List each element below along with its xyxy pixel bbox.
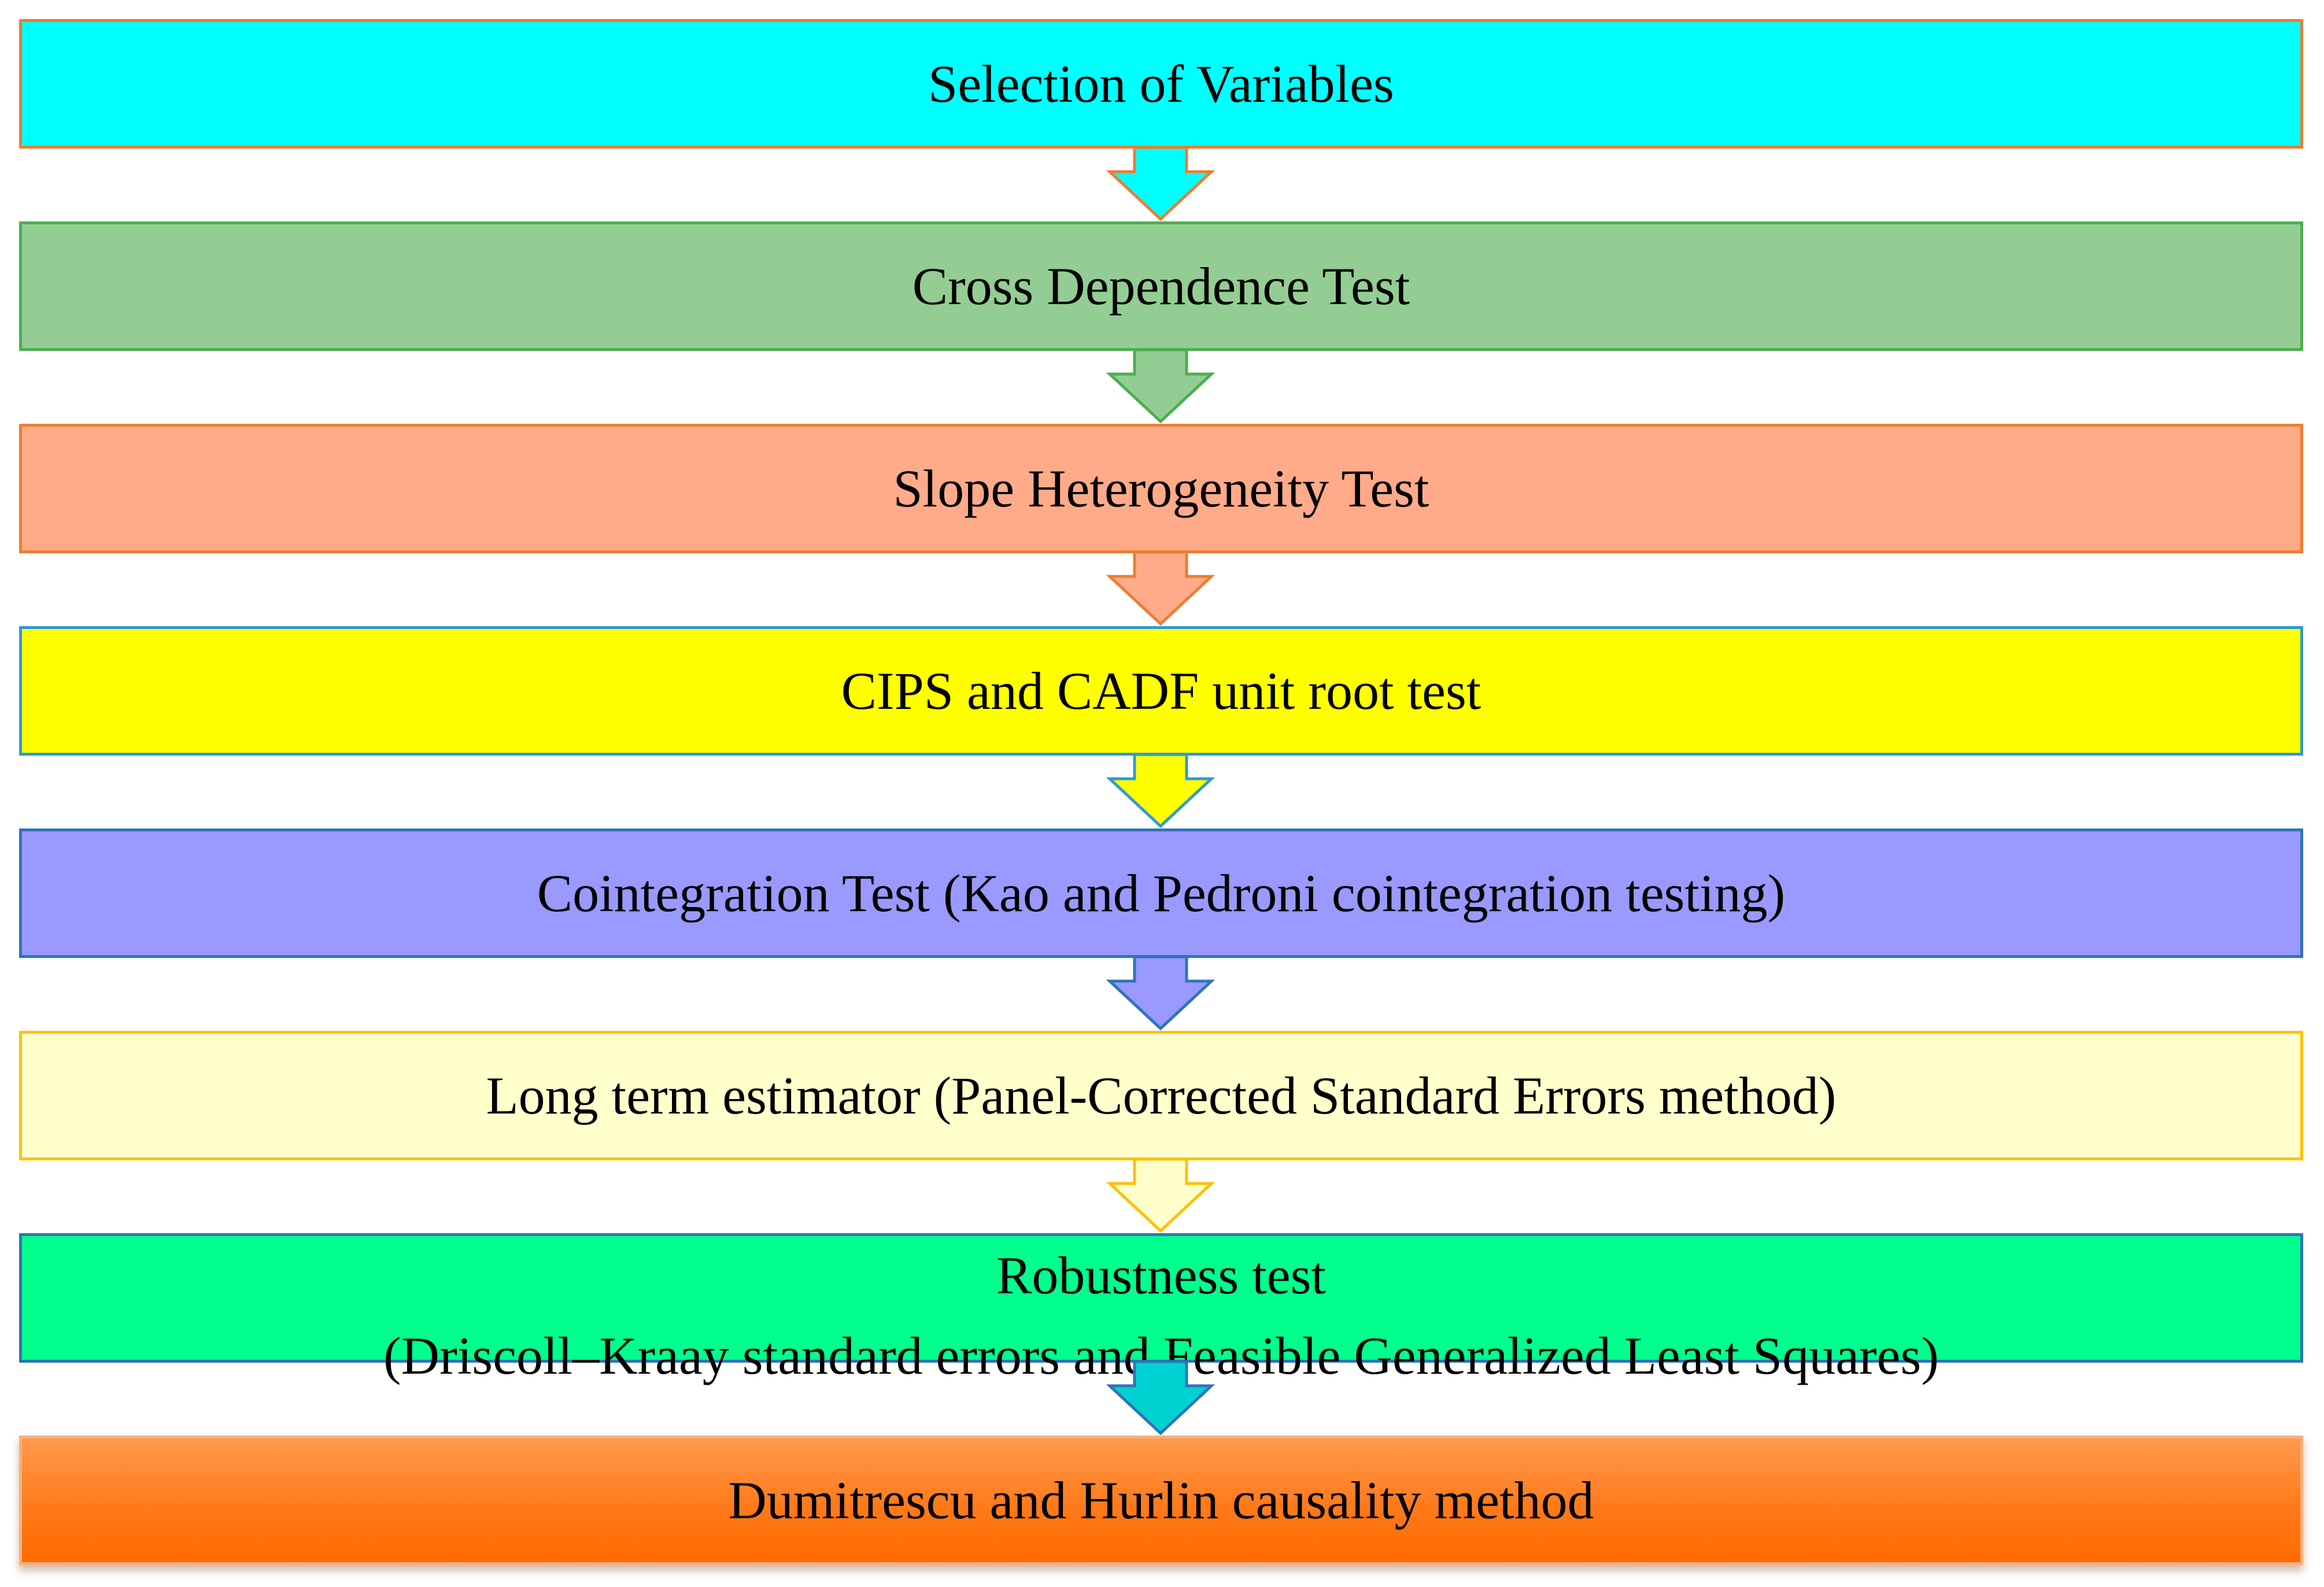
step-selection-of-variables: Selection of Variables — [19, 19, 2303, 149]
down-arrow-icon — [1106, 146, 1215, 221]
step-unit-root-test: CIPS and CADF unit root test — [19, 626, 2303, 756]
step-label: Dumitrescu and Hurlin causality method — [728, 1471, 1594, 1530]
step-label-line1: Robustness test — [996, 1246, 1326, 1305]
step-long-term-estimator: Long term estimator (Panel-Corrected Sta… — [19, 1031, 2303, 1160]
step-label: Cross Dependence Test — [912, 257, 1410, 316]
step-causality-method: Dumitrescu and Hurlin causality method — [19, 1436, 2303, 1565]
step-label: Slope Heterogeneity Test — [893, 459, 1429, 518]
down-arrow-icon — [1106, 753, 1215, 828]
down-arrow-icon — [1106, 348, 1215, 424]
down-arrow-icon — [1106, 550, 1215, 626]
step-label: CIPS and CADF unit root test — [841, 661, 1481, 720]
step-robustness-test: Robustness test (Driscoll–Kraay standard… — [19, 1233, 2303, 1385]
down-arrow-icon — [1106, 1157, 1215, 1233]
step-slope-heterogeneity-test: Slope Heterogeneity Test — [19, 424, 2303, 553]
step-cross-dependence-test: Cross Dependence Test — [19, 221, 2303, 351]
down-arrow-icon — [1106, 955, 1215, 1031]
step-label: Long term estimator (Panel-Corrected Sta… — [486, 1066, 1837, 1125]
down-arrow-icon — [1106, 1360, 1215, 1436]
step-label: Cointegration Test (Kao and Pedroni coin… — [537, 864, 1786, 923]
step-cointegration-test: Cointegration Test (Kao and Pedroni coin… — [19, 828, 2303, 958]
step-label: Selection of Variables — [928, 54, 1394, 113]
